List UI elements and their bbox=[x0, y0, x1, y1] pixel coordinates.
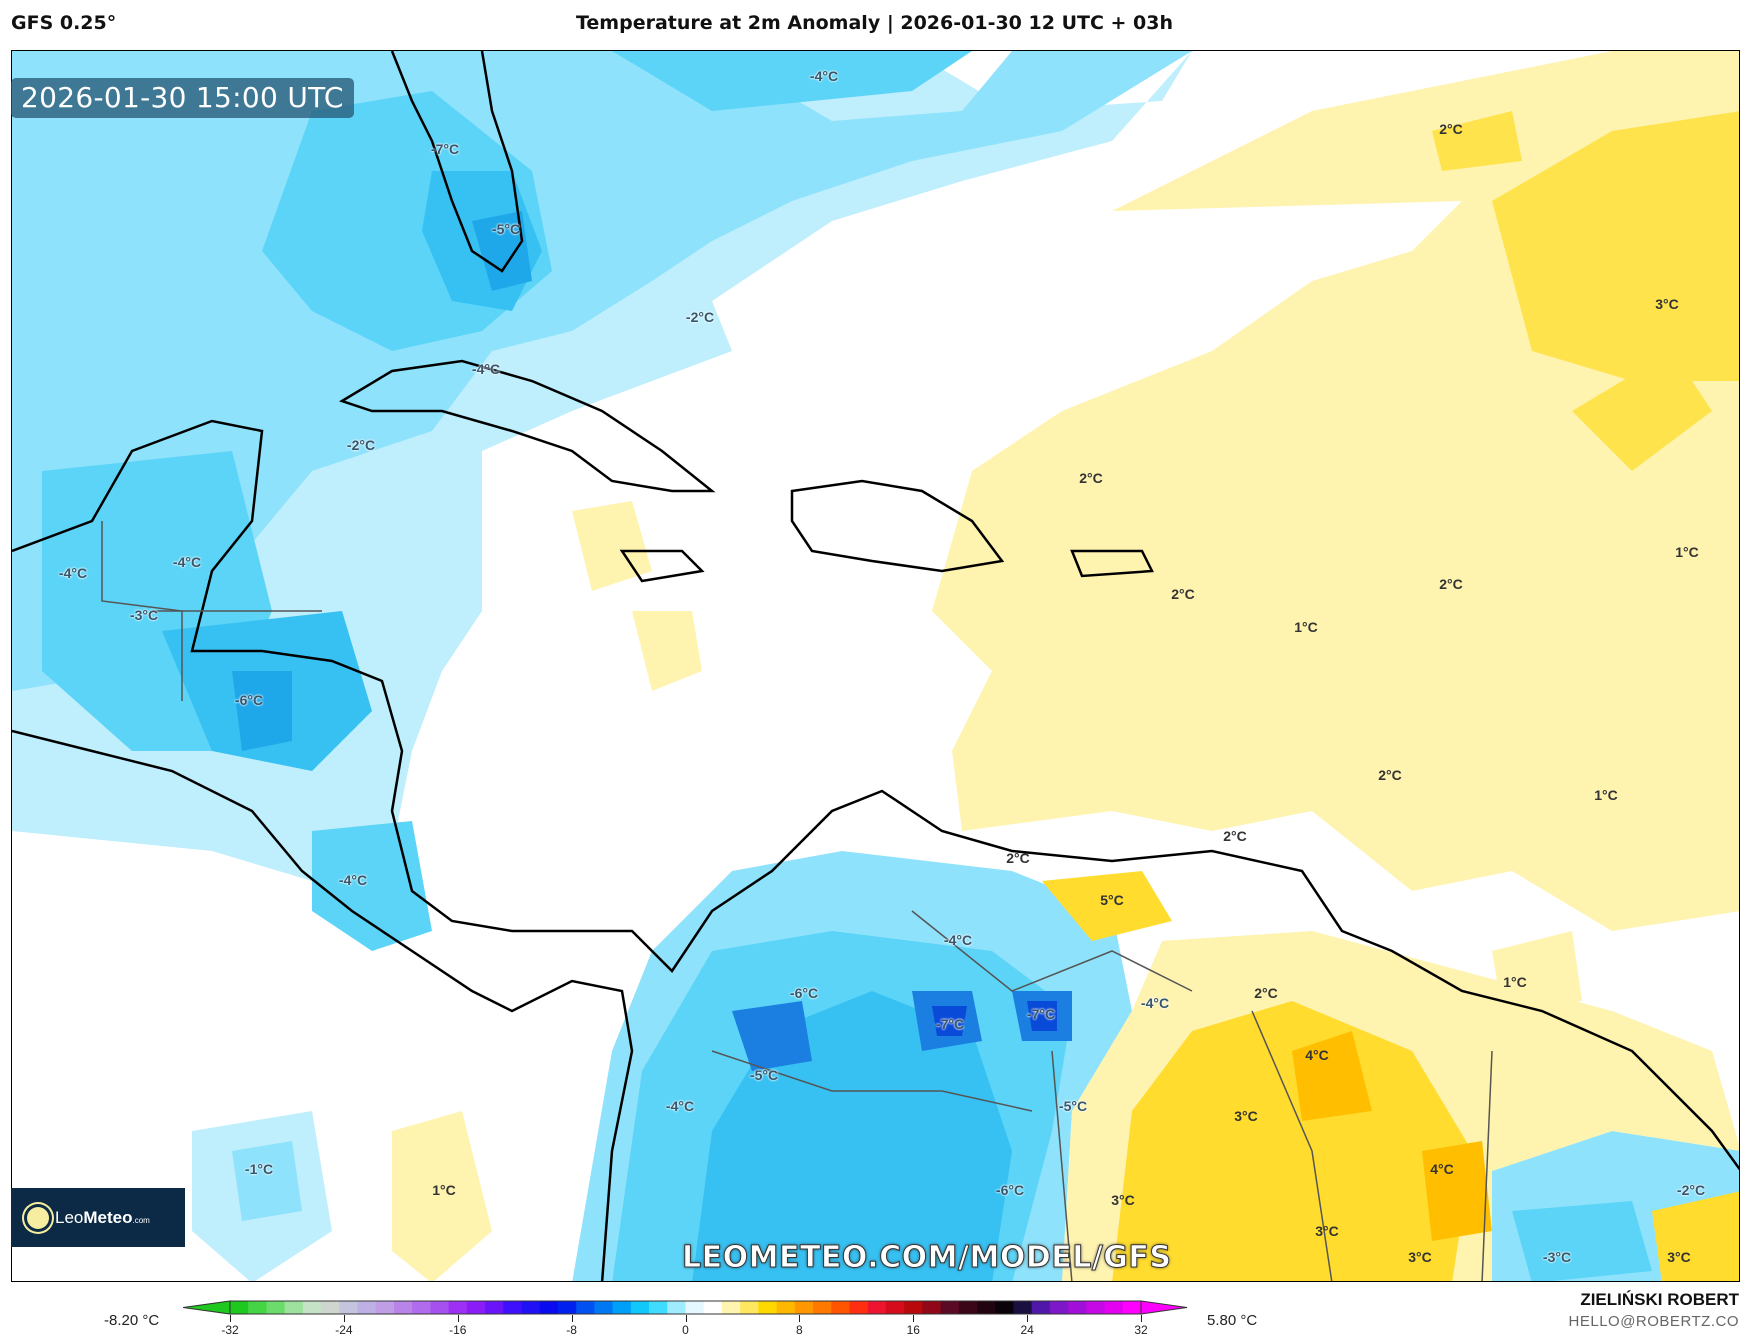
contour-label: 2°C bbox=[1439, 576, 1463, 592]
country-borders bbox=[101, 521, 1493, 1281]
contour-label: 1°C bbox=[432, 1182, 456, 1198]
contour-label: -3°C bbox=[129, 607, 159, 623]
colorbar-tick-label: -24 bbox=[335, 1323, 353, 1337]
contour-label: -4°C bbox=[338, 872, 368, 888]
contour-label: -4°C bbox=[1140, 995, 1170, 1011]
colorbar-tick-label: 32 bbox=[1134, 1323, 1148, 1337]
logo-text: LeoMeteo.com bbox=[55, 1207, 150, 1227]
contour-label: 1°C bbox=[1503, 974, 1527, 990]
contour-label: 2°C bbox=[1254, 985, 1278, 1001]
contour-label: -4°C bbox=[809, 68, 839, 84]
colorbar-tick-label: -16 bbox=[449, 1323, 467, 1337]
watermark-url: LEOMETEO.COM/MODEL/GFS bbox=[682, 1240, 1172, 1276]
author-email[interactable]: HELLO@ROBERTZ.CO bbox=[1568, 1313, 1739, 1330]
colorbar-tick-label: -8 bbox=[566, 1323, 577, 1337]
contour-label: -2°C bbox=[685, 309, 715, 325]
contour-label: 3°C bbox=[1408, 1249, 1432, 1265]
contour-label: 1°C bbox=[1594, 787, 1618, 803]
contour-label: -2°C bbox=[1676, 1182, 1706, 1198]
contour-label: 2°C bbox=[1006, 850, 1030, 866]
sun-icon bbox=[27, 1206, 49, 1229]
contour-label: 5°C bbox=[1100, 892, 1124, 908]
contour-label: -4°C bbox=[943, 932, 973, 948]
colorbar-tick-mark bbox=[685, 1315, 687, 1322]
colorbar-tick-mark bbox=[230, 1315, 231, 1322]
colorbar-tick-label: -32 bbox=[221, 1323, 239, 1337]
contour-label: -4°C bbox=[665, 1098, 695, 1114]
map-panel: -4°C -7°C -5°C -2°C -4°C -2°C 2°C 3°C 2°C 1°C 2°C 2… bbox=[11, 50, 1740, 1282]
contour-label: -3°C bbox=[1542, 1249, 1572, 1265]
contour-label: -4°C bbox=[471, 361, 501, 377]
contour-label: -5°C bbox=[491, 221, 521, 237]
leometeo-logo[interactable]: LeoMeteo.com bbox=[11, 1188, 185, 1247]
colorbar-tick-mark bbox=[799, 1315, 801, 1322]
colorbar-tick-label: 0 bbox=[682, 1323, 689, 1337]
contour-label: -7°C bbox=[1026, 1006, 1056, 1022]
contour-label: 3°C bbox=[1315, 1223, 1339, 1239]
colorbar-tick-label: 24 bbox=[1020, 1323, 1034, 1337]
colorbar-tick-mark bbox=[913, 1315, 915, 1322]
contour-label: 3°C bbox=[1234, 1108, 1258, 1124]
model-name: GFS 0.25° bbox=[11, 12, 117, 34]
contour-label: -5°C bbox=[1058, 1098, 1088, 1114]
colorbar-tick-mark bbox=[457, 1315, 459, 1322]
colorbar-tick-mark bbox=[343, 1315, 345, 1322]
coastlines bbox=[12, 51, 1739, 1281]
colorbar-min-label: -8.20 °C bbox=[104, 1312, 160, 1329]
contour-label: 4°C bbox=[1430, 1161, 1454, 1177]
contour-label: -2°C bbox=[346, 437, 376, 453]
contour-label: 4°C bbox=[1305, 1047, 1329, 1063]
colorbar-max-label: 5.80 °C bbox=[1207, 1312, 1258, 1329]
author-name: ZIELIŃSKI ROBERT bbox=[1580, 1290, 1739, 1309]
contour-label: -4°C bbox=[172, 554, 202, 570]
colorbar-tick-label: 8 bbox=[796, 1323, 803, 1337]
contour-label: 2°C bbox=[1079, 470, 1103, 486]
contour-label: -1°C bbox=[244, 1161, 274, 1177]
contour-label: -4°C bbox=[58, 565, 88, 581]
contour-label: 3°C bbox=[1655, 296, 1679, 312]
anomaly-field bbox=[12, 51, 1739, 1281]
colorbar-tick-mark bbox=[1141, 1315, 1142, 1322]
contour-label: -6°C bbox=[234, 692, 264, 708]
colorbar-tick-mark bbox=[1027, 1315, 1029, 1322]
contour-label: -6°C bbox=[995, 1182, 1025, 1198]
warm-anomaly-regions bbox=[392, 51, 1739, 1281]
contour-label: -5°C bbox=[749, 1067, 779, 1083]
cold-anomaly-regions bbox=[12, 51, 1739, 1281]
colorbar-tick-label: 16 bbox=[906, 1323, 920, 1337]
contour-label: 1°C bbox=[1675, 544, 1699, 560]
contour-label: -7°C bbox=[430, 141, 460, 157]
contour-label: 1°C bbox=[1294, 619, 1318, 635]
colorbar bbox=[183, 1300, 1188, 1315]
contour-label: 2°C bbox=[1439, 121, 1463, 137]
contour-label: 2°C bbox=[1223, 828, 1247, 844]
colorbar-tick-mark bbox=[571, 1315, 573, 1322]
contour-label: 2°C bbox=[1378, 767, 1402, 783]
chart-title: Temperature at 2m Anomaly | 2026-01-30 1… bbox=[575, 12, 1174, 34]
valid-time-badge: 2026-01-30 15:00 UTC bbox=[11, 78, 354, 118]
contour-label: -6°C bbox=[789, 985, 819, 1001]
contour-label: 3°C bbox=[1667, 1249, 1691, 1265]
contour-label: 3°C bbox=[1111, 1192, 1135, 1208]
contour-label: -7°C bbox=[935, 1016, 965, 1032]
contour-label: 2°C bbox=[1171, 586, 1195, 602]
